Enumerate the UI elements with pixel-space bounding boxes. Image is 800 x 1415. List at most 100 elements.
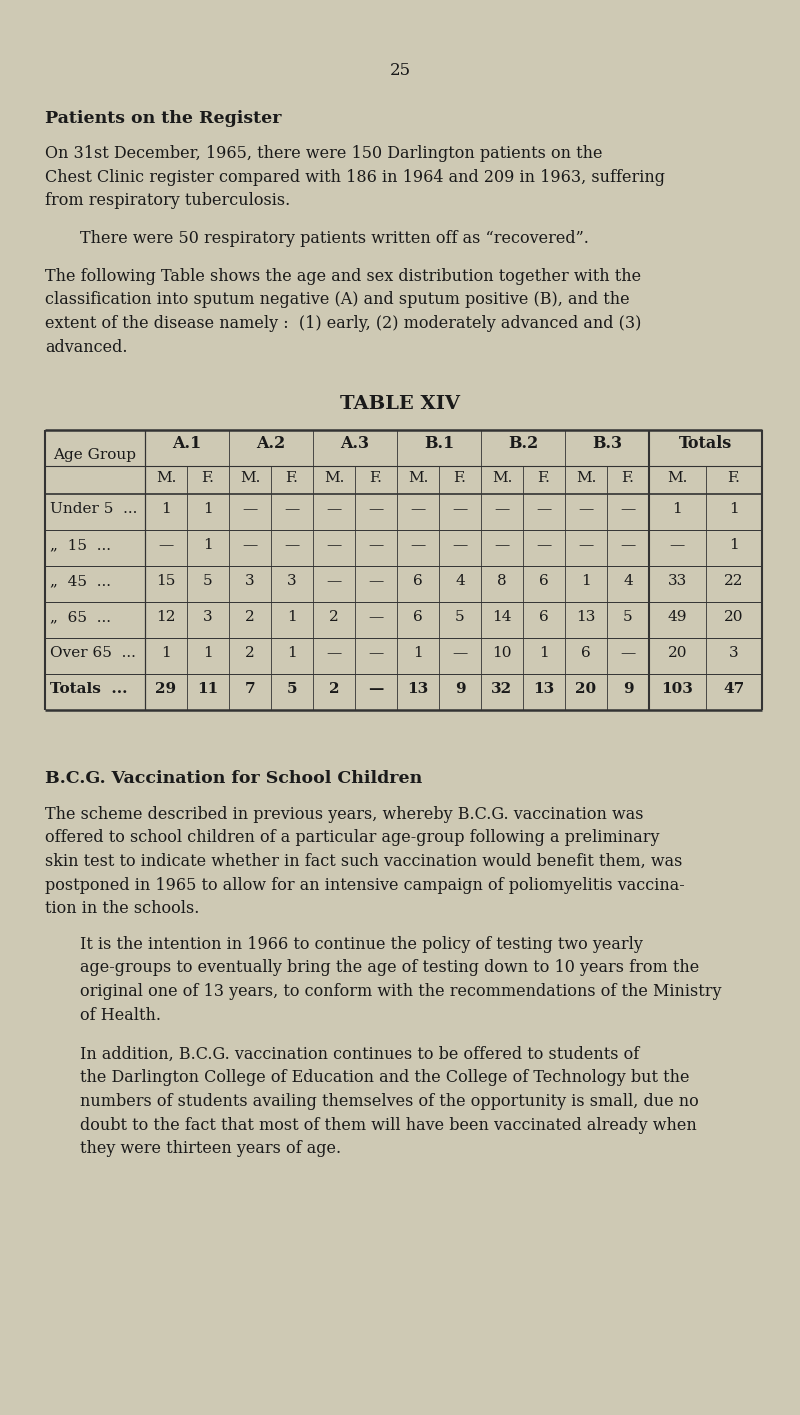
Text: 33: 33 bbox=[668, 574, 687, 589]
Text: 6: 6 bbox=[413, 574, 423, 589]
Text: F.: F. bbox=[454, 471, 466, 485]
Text: —: — bbox=[410, 502, 426, 516]
Text: 9: 9 bbox=[454, 682, 466, 696]
Text: 2: 2 bbox=[245, 647, 255, 659]
Text: —: — bbox=[620, 647, 636, 659]
Text: 20: 20 bbox=[667, 647, 687, 659]
Text: —: — bbox=[620, 538, 636, 552]
Text: 1: 1 bbox=[161, 502, 171, 516]
Text: 32: 32 bbox=[491, 682, 513, 696]
Text: 1: 1 bbox=[729, 538, 738, 552]
Text: 20: 20 bbox=[724, 610, 743, 624]
Text: M.: M. bbox=[156, 471, 176, 485]
Text: On 31st December, 1965, there were 150 Darlington patients on the
Chest Clinic r: On 31st December, 1965, there were 150 D… bbox=[45, 144, 665, 209]
Text: 1: 1 bbox=[287, 647, 297, 659]
Text: —: — bbox=[536, 538, 552, 552]
Text: —: — bbox=[368, 682, 384, 696]
Text: 1: 1 bbox=[203, 538, 213, 552]
Text: —: — bbox=[620, 502, 636, 516]
Text: —: — bbox=[494, 538, 510, 552]
Text: 2: 2 bbox=[329, 682, 339, 696]
Text: F.: F. bbox=[286, 471, 298, 485]
Text: 3: 3 bbox=[245, 574, 255, 589]
Text: Over 65  ...: Over 65 ... bbox=[50, 647, 136, 659]
Text: —: — bbox=[368, 574, 384, 589]
Text: 3: 3 bbox=[203, 610, 213, 624]
Text: 49: 49 bbox=[667, 610, 687, 624]
Text: Totals: Totals bbox=[679, 434, 732, 451]
Text: —: — bbox=[326, 647, 342, 659]
Text: 14: 14 bbox=[492, 610, 512, 624]
Text: 3: 3 bbox=[729, 647, 738, 659]
Text: 1: 1 bbox=[729, 502, 738, 516]
Text: —: — bbox=[452, 647, 468, 659]
Text: —: — bbox=[368, 538, 384, 552]
Text: Patients on the Register: Patients on the Register bbox=[45, 110, 282, 127]
Text: —: — bbox=[242, 538, 258, 552]
Text: B.3: B.3 bbox=[592, 434, 622, 451]
Text: Age Group: Age Group bbox=[54, 449, 137, 463]
Text: F.: F. bbox=[727, 471, 740, 485]
Text: 13: 13 bbox=[407, 682, 429, 696]
Text: —: — bbox=[368, 610, 384, 624]
Text: —: — bbox=[326, 538, 342, 552]
Text: 1: 1 bbox=[203, 502, 213, 516]
Text: —: — bbox=[368, 502, 384, 516]
Text: 2: 2 bbox=[329, 610, 339, 624]
Text: „  45  ...: „ 45 ... bbox=[50, 574, 111, 589]
Text: The scheme described in previous years, whereby B.C.G. vaccination was
offered t: The scheme described in previous years, … bbox=[45, 807, 685, 917]
Text: „  65  ...: „ 65 ... bbox=[50, 610, 111, 624]
Text: 13: 13 bbox=[576, 610, 596, 624]
Text: M.: M. bbox=[667, 471, 687, 485]
Text: 103: 103 bbox=[662, 682, 693, 696]
Text: 9: 9 bbox=[622, 682, 634, 696]
Text: —: — bbox=[578, 502, 594, 516]
Text: —: — bbox=[670, 538, 685, 552]
Text: —: — bbox=[326, 574, 342, 589]
Text: —: — bbox=[452, 502, 468, 516]
Text: M.: M. bbox=[324, 471, 344, 485]
Text: —: — bbox=[326, 502, 342, 516]
Text: 1: 1 bbox=[413, 647, 423, 659]
Text: A.2: A.2 bbox=[256, 434, 286, 451]
Text: A.1: A.1 bbox=[172, 434, 202, 451]
Text: 6: 6 bbox=[413, 610, 423, 624]
Text: Under 5  ...: Under 5 ... bbox=[50, 502, 138, 516]
Text: —: — bbox=[242, 502, 258, 516]
Text: —: — bbox=[536, 502, 552, 516]
Text: 15: 15 bbox=[156, 574, 176, 589]
Text: —: — bbox=[452, 538, 468, 552]
Text: 6: 6 bbox=[539, 610, 549, 624]
Text: 1: 1 bbox=[539, 647, 549, 659]
Text: 5: 5 bbox=[623, 610, 633, 624]
Text: A.3: A.3 bbox=[341, 434, 370, 451]
Text: M.: M. bbox=[408, 471, 428, 485]
Text: 1: 1 bbox=[161, 647, 171, 659]
Text: —: — bbox=[578, 538, 594, 552]
Text: —: — bbox=[410, 538, 426, 552]
Text: B.1: B.1 bbox=[424, 434, 454, 451]
Text: 1: 1 bbox=[672, 502, 682, 516]
Text: 2: 2 bbox=[245, 610, 255, 624]
Text: M.: M. bbox=[576, 471, 596, 485]
Text: M.: M. bbox=[240, 471, 260, 485]
Text: 1: 1 bbox=[287, 610, 297, 624]
Text: —: — bbox=[284, 502, 300, 516]
Text: 4: 4 bbox=[623, 574, 633, 589]
Text: 47: 47 bbox=[723, 682, 744, 696]
Text: 13: 13 bbox=[534, 682, 554, 696]
Text: The following Table shows the age and sex distribution together with the
classif: The following Table shows the age and se… bbox=[45, 267, 642, 355]
Text: B.C.G. Vaccination for School Children: B.C.G. Vaccination for School Children bbox=[45, 770, 422, 787]
Text: M.: M. bbox=[492, 471, 512, 485]
Text: 5: 5 bbox=[286, 682, 298, 696]
Text: F.: F. bbox=[202, 471, 214, 485]
Text: —: — bbox=[158, 538, 174, 552]
Text: 5: 5 bbox=[203, 574, 213, 589]
Text: —: — bbox=[368, 647, 384, 659]
Text: In addition, B.C.G. vaccination continues to be offered to students of
the Darli: In addition, B.C.G. vaccination continue… bbox=[80, 1046, 698, 1157]
Text: 7: 7 bbox=[245, 682, 255, 696]
Text: 11: 11 bbox=[198, 682, 218, 696]
Text: F.: F. bbox=[370, 471, 382, 485]
Text: It is the intention in 1966 to continue the policy of testing two yearly
age-gro: It is the intention in 1966 to continue … bbox=[80, 935, 722, 1023]
Text: 8: 8 bbox=[497, 574, 507, 589]
